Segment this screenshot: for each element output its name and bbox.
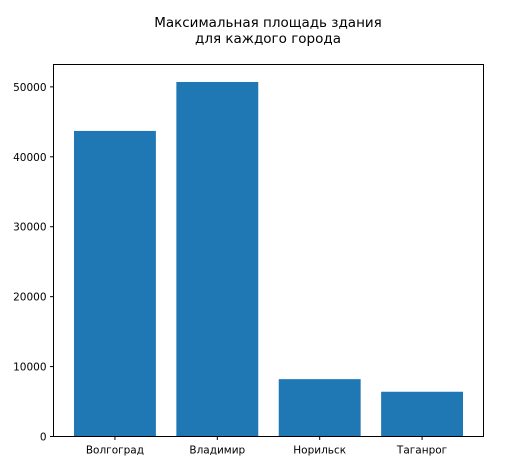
chart-title-line-2: для каждого города	[195, 31, 341, 47]
y-tick-label: 40000	[13, 152, 46, 164]
y-tick-label: 30000	[13, 222, 46, 234]
plot-frame	[53, 64, 484, 437]
chart-title-line-1: Максимальная площадь здания	[154, 15, 382, 31]
bar-2	[278, 379, 361, 437]
bar-1	[176, 81, 259, 437]
y-tick-label: 20000	[13, 292, 46, 304]
x-tick-label: Таганрог	[396, 445, 447, 457]
bar-0	[73, 130, 156, 437]
x-tick-label: Владимир	[189, 445, 245, 457]
x-tick-label: Норильск	[293, 445, 346, 457]
x-axis: Волгоград Владимир Норильск Таганрог	[86, 436, 447, 457]
y-axis: 0 10000 20000 30000 40000 50000	[13, 82, 54, 444]
y-tick-label: 50000	[13, 82, 46, 94]
x-tick-label: Волгоград	[86, 445, 144, 457]
y-tick-label: 10000	[13, 362, 46, 374]
bars-group	[73, 81, 464, 437]
bar-3	[381, 391, 464, 437]
y-tick-label: 0	[40, 432, 47, 444]
